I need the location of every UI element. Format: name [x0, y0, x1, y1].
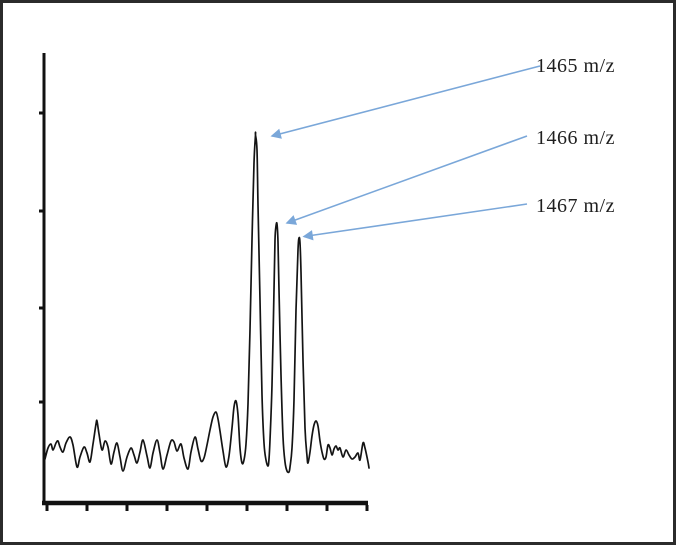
annotation-arrow — [270, 65, 541, 139]
peak-label-1467: 1467 m/z — [536, 195, 615, 217]
x-axis-ticks — [45, 505, 369, 511]
annotation-arrow — [285, 135, 528, 225]
y-axis-ticks — [39, 111, 44, 404]
annotation-arrows — [270, 65, 541, 241]
annotation-arrow — [302, 203, 528, 241]
spectrum-trace — [44, 131, 370, 474]
peak-label-1466: 1466 m/z — [536, 127, 615, 149]
peak-label-1465: 1465 m/z — [536, 55, 615, 77]
